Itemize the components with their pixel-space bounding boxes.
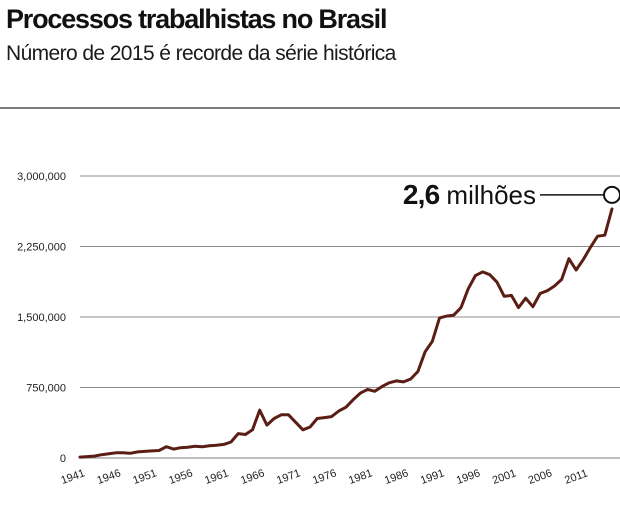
x-tick-label: 1976 — [311, 467, 338, 487]
x-tick-label: 2006 — [527, 467, 554, 487]
annotation-label: 2,6 milhões — [403, 179, 536, 210]
x-tick-label: 2011 — [563, 467, 589, 486]
annotation-marker — [603, 185, 620, 204]
x-tick-label: 2001 — [491, 467, 518, 487]
y-tick-label: 3,000,000 — [17, 171, 66, 183]
x-tick-label: 1951 — [131, 467, 158, 487]
x-tick-label: 1971 — [275, 467, 302, 487]
x-tick-label: 1981 — [347, 467, 374, 487]
x-tick-label: 1966 — [239, 467, 266, 487]
x-tick-label: 1961 — [203, 467, 230, 487]
header-divider — [0, 107, 620, 109]
y-tick-label: 2,250,000 — [17, 242, 66, 254]
series-line — [78, 207, 614, 459]
x-tick-label: 1941 — [59, 467, 86, 487]
y-tick-label: 750,000 — [26, 383, 66, 395]
annotation-unit: milhões — [446, 180, 536, 210]
x-tick-label: 1991 — [419, 467, 446, 487]
x-tick-label: 1996 — [455, 467, 482, 487]
x-tick-label: 1946 — [95, 467, 122, 487]
y-tick-label: 1,500,000 — [17, 312, 66, 324]
x-tick-label: 1956 — [167, 467, 194, 487]
annotation-value: 2,6 — [403, 179, 447, 210]
x-tick-label: 1986 — [383, 467, 410, 487]
y-tick-label: 0 — [60, 453, 66, 465]
chart-subtitle: Número de 2015 é recorde da série histór… — [6, 42, 396, 65]
chart-title: Processos trabalhistas no Brasil — [6, 4, 387, 34]
